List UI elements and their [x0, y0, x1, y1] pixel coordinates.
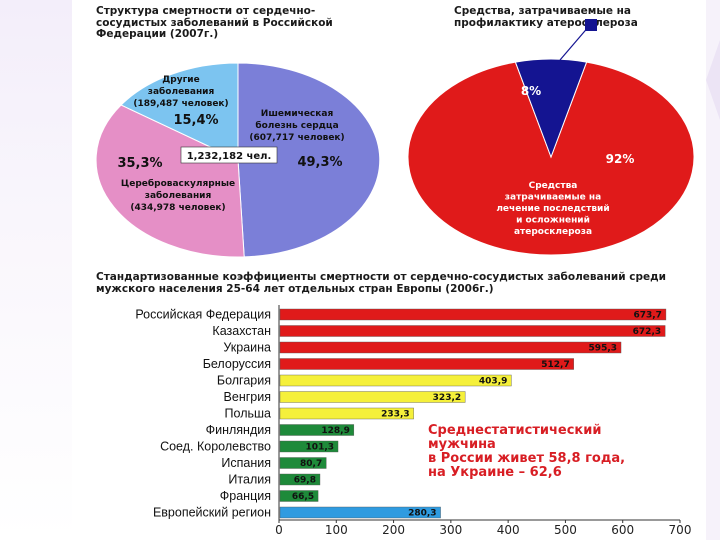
pie2-label-1-line-4: и осложнений — [516, 216, 590, 226]
pie1-label-2-a: Цереброваскулярные — [121, 178, 235, 189]
pie1-label-3-a: Другие — [162, 75, 199, 85]
bar-value-label-3: 595,3 — [589, 344, 617, 354]
bar-x-tick-label-6: 600 — [611, 523, 634, 537]
bar-category-label-3: Украина — [223, 341, 271, 355]
pie1-label-2-b: заболевания — [145, 190, 212, 201]
pie1-label-1-a: Ишемическая — [261, 109, 334, 119]
pie1-percent-1: 49,3% — [297, 155, 342, 170]
pie1-count-3: (189,487 человек) — [133, 99, 228, 109]
bar-category-label-5: Болгария — [217, 374, 271, 388]
bar-category-label-13: Европейский регион — [153, 506, 271, 520]
pie1-percent-2: 35,3% — [117, 156, 162, 171]
bar-value-label-8: 128,9 — [321, 426, 349, 436]
bar-value-label-1: 673,7 — [633, 311, 661, 321]
pie1-slice-3 — [120, 62, 239, 161]
bar-8 — [279, 424, 355, 436]
bar-value-label-6: 323,2 — [433, 393, 461, 403]
pie2-slice-1 — [407, 61, 695, 256]
pie1-count-1: (607,717 человек) — [249, 133, 344, 143]
bar-x-tick-label-2: 200 — [382, 523, 405, 537]
bar-10 — [279, 457, 327, 469]
bar-value-label-7: 233,3 — [381, 410, 409, 420]
bar-category-label-4: Белоруссия — [203, 357, 271, 371]
pie2-label-1-line-5: атеросклероза — [514, 227, 592, 237]
pie2-label-1-line-3: лечение последствий — [496, 204, 609, 214]
pie1-center-box — [180, 146, 278, 164]
pie1-count-2: (434,978 человек) — [130, 203, 225, 213]
callout-line-3: в России живет 58,8 года, — [428, 451, 626, 466]
bar-6 — [279, 391, 466, 403]
bar-value-label-9: 101,3 — [306, 443, 334, 453]
callout-line-2: мужчина — [428, 437, 496, 452]
bar-2 — [279, 325, 666, 337]
bar-9 — [279, 440, 339, 453]
bar-title: Стандартизованные коэффициенты смертност… — [96, 271, 666, 295]
bar-11 — [279, 473, 321, 486]
slide-left-decoration — [0, 0, 72, 540]
bar-x-tick-label-3: 300 — [439, 523, 462, 537]
bar-x-tick-label-4: 400 — [497, 523, 520, 537]
bar-5 — [279, 374, 512, 387]
bar-category-label-6: Венгрия — [224, 390, 271, 404]
pie2-label-1-line-2: затрачиваемые на — [505, 193, 601, 203]
bar-category-label-11: Италия — [228, 473, 271, 487]
pie2-title: Средства, затрачиваемые на профилактику … — [454, 5, 638, 29]
bar-value-label-4: 512,7 — [541, 360, 569, 370]
pie1-label-1-b: болезнь сердца — [255, 120, 338, 131]
pie2-label-1-line-1: Средства — [529, 181, 578, 191]
pie2-percent-2: 8% — [521, 84, 541, 98]
bar-category-label-12: Франция — [220, 489, 271, 503]
bar-category-label-9: Соед. Королевство — [160, 440, 271, 454]
pie2-leader-marker — [585, 19, 597, 31]
bar-x-tick-label-7: 700 — [669, 523, 692, 537]
bar-1 — [279, 308, 667, 321]
callout-line-4: на Украине – 62,6 — [428, 465, 562, 480]
pie1-label-3-b: заболевания — [148, 86, 215, 97]
bar-3 — [279, 341, 622, 354]
pie2-slice-2 — [514, 58, 588, 159]
bar-value-label-12: 66,5 — [292, 492, 314, 502]
bar-13 — [279, 506, 441, 519]
bar-callout: Среднестатистический мужчина в России жи… — [428, 424, 625, 480]
bar-category-label-2: Казахстан — [212, 324, 271, 338]
pie2-percent-1: 92% — [606, 152, 635, 166]
bar-x-tick-label-1: 100 — [325, 523, 348, 537]
bar-value-label-13: 280,3 — [408, 509, 436, 519]
bar-value-label-10: 80,7 — [300, 459, 322, 469]
slide-right-decoration — [706, 0, 720, 540]
pie1-center-label: 1,232,182 чел. — [187, 151, 272, 162]
bar-value-label-2: 672,3 — [633, 327, 661, 337]
bar-x-tick-label-0: 0 — [275, 523, 283, 537]
pie1-slice-2 — [95, 104, 245, 258]
pie1-title: Структура смертности от сердечно-сосудис… — [96, 5, 333, 40]
pie1-percent-3: 15,4% — [173, 113, 218, 128]
bar-category-label-8: Финляндия — [206, 423, 271, 437]
callout-line-1: Среднестатистический — [428, 423, 602, 438]
pie1-slice-1 — [237, 62, 381, 258]
bar-category-label-7: Польша — [225, 407, 271, 421]
slide-right-triangle — [706, 40, 720, 120]
bar-4 — [279, 358, 574, 370]
bar-value-label-5: 403,9 — [479, 377, 507, 387]
bar-category-label-1: Российская Федерация — [135, 308, 271, 322]
bar-category-label-10: Испания — [221, 456, 271, 470]
bar-7 — [279, 407, 414, 420]
bar-x-tick-label-5: 500 — [554, 523, 577, 537]
bar-12 — [279, 490, 319, 502]
bar-value-label-11: 69,8 — [294, 476, 316, 486]
